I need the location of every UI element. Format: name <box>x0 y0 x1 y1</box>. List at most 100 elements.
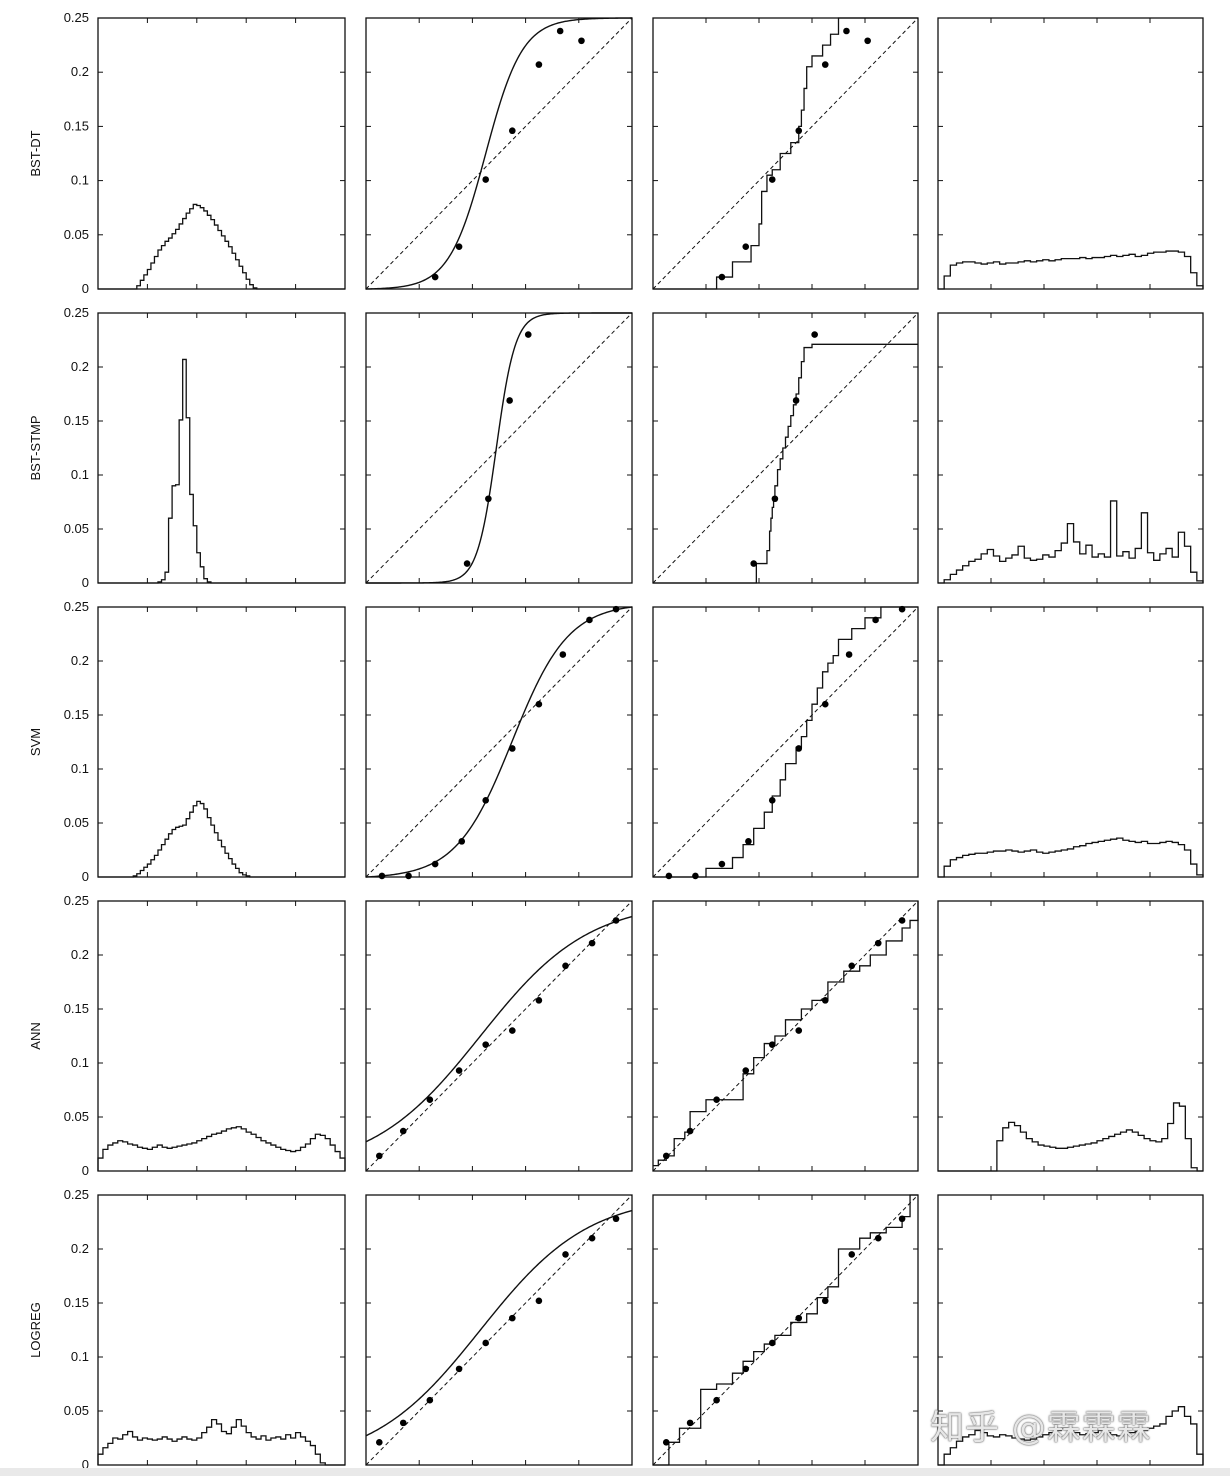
calibration-point <box>686 1419 694 1427</box>
reliability-histogram <box>938 1406 1204 1466</box>
y-tick-label: 0.15 <box>64 707 89 722</box>
panel-bst-dt-4 <box>937 17 1204 290</box>
calibration-point <box>845 651 853 658</box>
y-tick-label: 0 <box>82 1457 89 1472</box>
panel-bst-dt-1 <box>97 17 346 290</box>
panel-frame <box>937 312 1204 584</box>
y-tick-label: 0.25 <box>64 10 89 25</box>
calibration-point <box>535 997 543 1004</box>
calibration-point <box>662 1152 670 1160</box>
y-tick-label: 0.25 <box>64 893 89 908</box>
isotonic-fit-steps <box>653 901 919 1167</box>
reliability-histogram <box>938 1102 1203 1172</box>
calibration-point <box>768 176 776 183</box>
y-tick-label: 0 <box>82 575 89 590</box>
calibration-point <box>431 860 439 868</box>
y-tick-label: 0.1 <box>71 173 89 188</box>
calibration-point <box>535 61 543 68</box>
calibration-point <box>864 37 871 45</box>
row-label-ann: ANN <box>28 1022 43 1049</box>
calibration-point <box>509 1027 516 1034</box>
panel-frame <box>97 900 346 1172</box>
calibration-point <box>795 1314 803 1322</box>
panel-frame <box>97 312 346 584</box>
bottom-strip <box>0 1468 1230 1476</box>
panel-bst-dt-2 <box>365 17 633 290</box>
panel-frame <box>365 17 633 290</box>
y-tick-label: 0.15 <box>64 1295 89 1310</box>
calibration-point <box>821 997 829 1004</box>
y-tick-label: 0.1 <box>71 467 89 482</box>
panel-ann-1 <box>97 900 346 1172</box>
isotonic-fit-steps <box>653 1194 918 1466</box>
calibration-point <box>692 872 699 880</box>
calibration-point <box>463 560 471 567</box>
panel-svm-1 <box>97 606 346 878</box>
calibration-point <box>455 1067 463 1074</box>
calibration-point <box>482 797 490 804</box>
panel-ann-4 <box>937 900 1204 1172</box>
panel-ann-2 <box>365 900 633 1172</box>
panel-bst-stmp-4 <box>937 312 1204 584</box>
y-tick-label: 0.25 <box>64 305 89 320</box>
calibration-point <box>843 27 850 35</box>
calibration-point <box>509 1314 516 1322</box>
calibration-point <box>874 1234 882 1242</box>
calibration-point <box>768 797 776 804</box>
calibration-point <box>524 331 532 338</box>
panel-frame <box>652 17 919 290</box>
diagonal-reference <box>365 17 633 290</box>
calibration-point <box>848 1251 856 1258</box>
calibration-point <box>482 1339 490 1347</box>
row-label-bst-stmp: BST-STMP <box>28 415 43 480</box>
score-histogram <box>98 358 345 584</box>
calibration-point <box>556 27 564 35</box>
calibration-point <box>665 872 673 880</box>
calibration-point <box>821 700 829 708</box>
diagonal-reference <box>365 606 633 878</box>
panel-frame <box>365 312 633 584</box>
calibration-point <box>586 616 593 624</box>
y-tick-label: 0.15 <box>64 413 89 428</box>
sigmoid-fit-curve <box>366 312 632 584</box>
calibration-point <box>376 1439 383 1446</box>
isotonic-fit-steps <box>653 343 918 584</box>
panel-frame <box>652 606 919 878</box>
calibration-point <box>713 1096 720 1104</box>
calibration-point <box>898 917 906 924</box>
reliability-histogram <box>938 250 1204 290</box>
diagonal-reference <box>365 1194 633 1466</box>
panel-frame <box>365 900 633 1172</box>
reliability-histogram <box>938 837 1204 878</box>
panel-ann-3 <box>652 900 919 1172</box>
calibration-point <box>562 962 569 970</box>
calibration-point <box>376 1152 383 1160</box>
panel-frame <box>652 900 919 1172</box>
calibration-point <box>768 1041 776 1048</box>
calibration-point <box>482 1041 490 1048</box>
sigmoid-fit-curve <box>365 17 633 290</box>
calibration-point <box>792 397 800 404</box>
calibration-point <box>506 397 513 404</box>
panel-frame <box>97 606 346 878</box>
row-label-logreg: LOGREG <box>28 1302 43 1358</box>
isotonic-fit-steps <box>653 606 918 878</box>
score-histogram <box>97 1418 345 1466</box>
panel-logreg-3 <box>652 1194 919 1466</box>
calibration-point <box>898 605 906 613</box>
calibration-point <box>535 1297 543 1305</box>
panel-logreg-4 <box>937 1194 1204 1466</box>
calibration-point <box>745 838 752 845</box>
y-tick-label: 0.05 <box>64 227 89 242</box>
calibration-point <box>612 605 620 613</box>
calibration-point <box>399 1419 407 1427</box>
calibration-point <box>559 651 567 658</box>
calibration-point <box>455 243 463 251</box>
panel-frame <box>97 1194 346 1466</box>
calibration-point <box>482 176 490 183</box>
calibration-point <box>686 1127 694 1135</box>
calibration-point <box>848 962 856 970</box>
calibration-point <box>588 1234 596 1242</box>
calibration-point <box>535 700 543 708</box>
panel-frame <box>97 17 346 290</box>
